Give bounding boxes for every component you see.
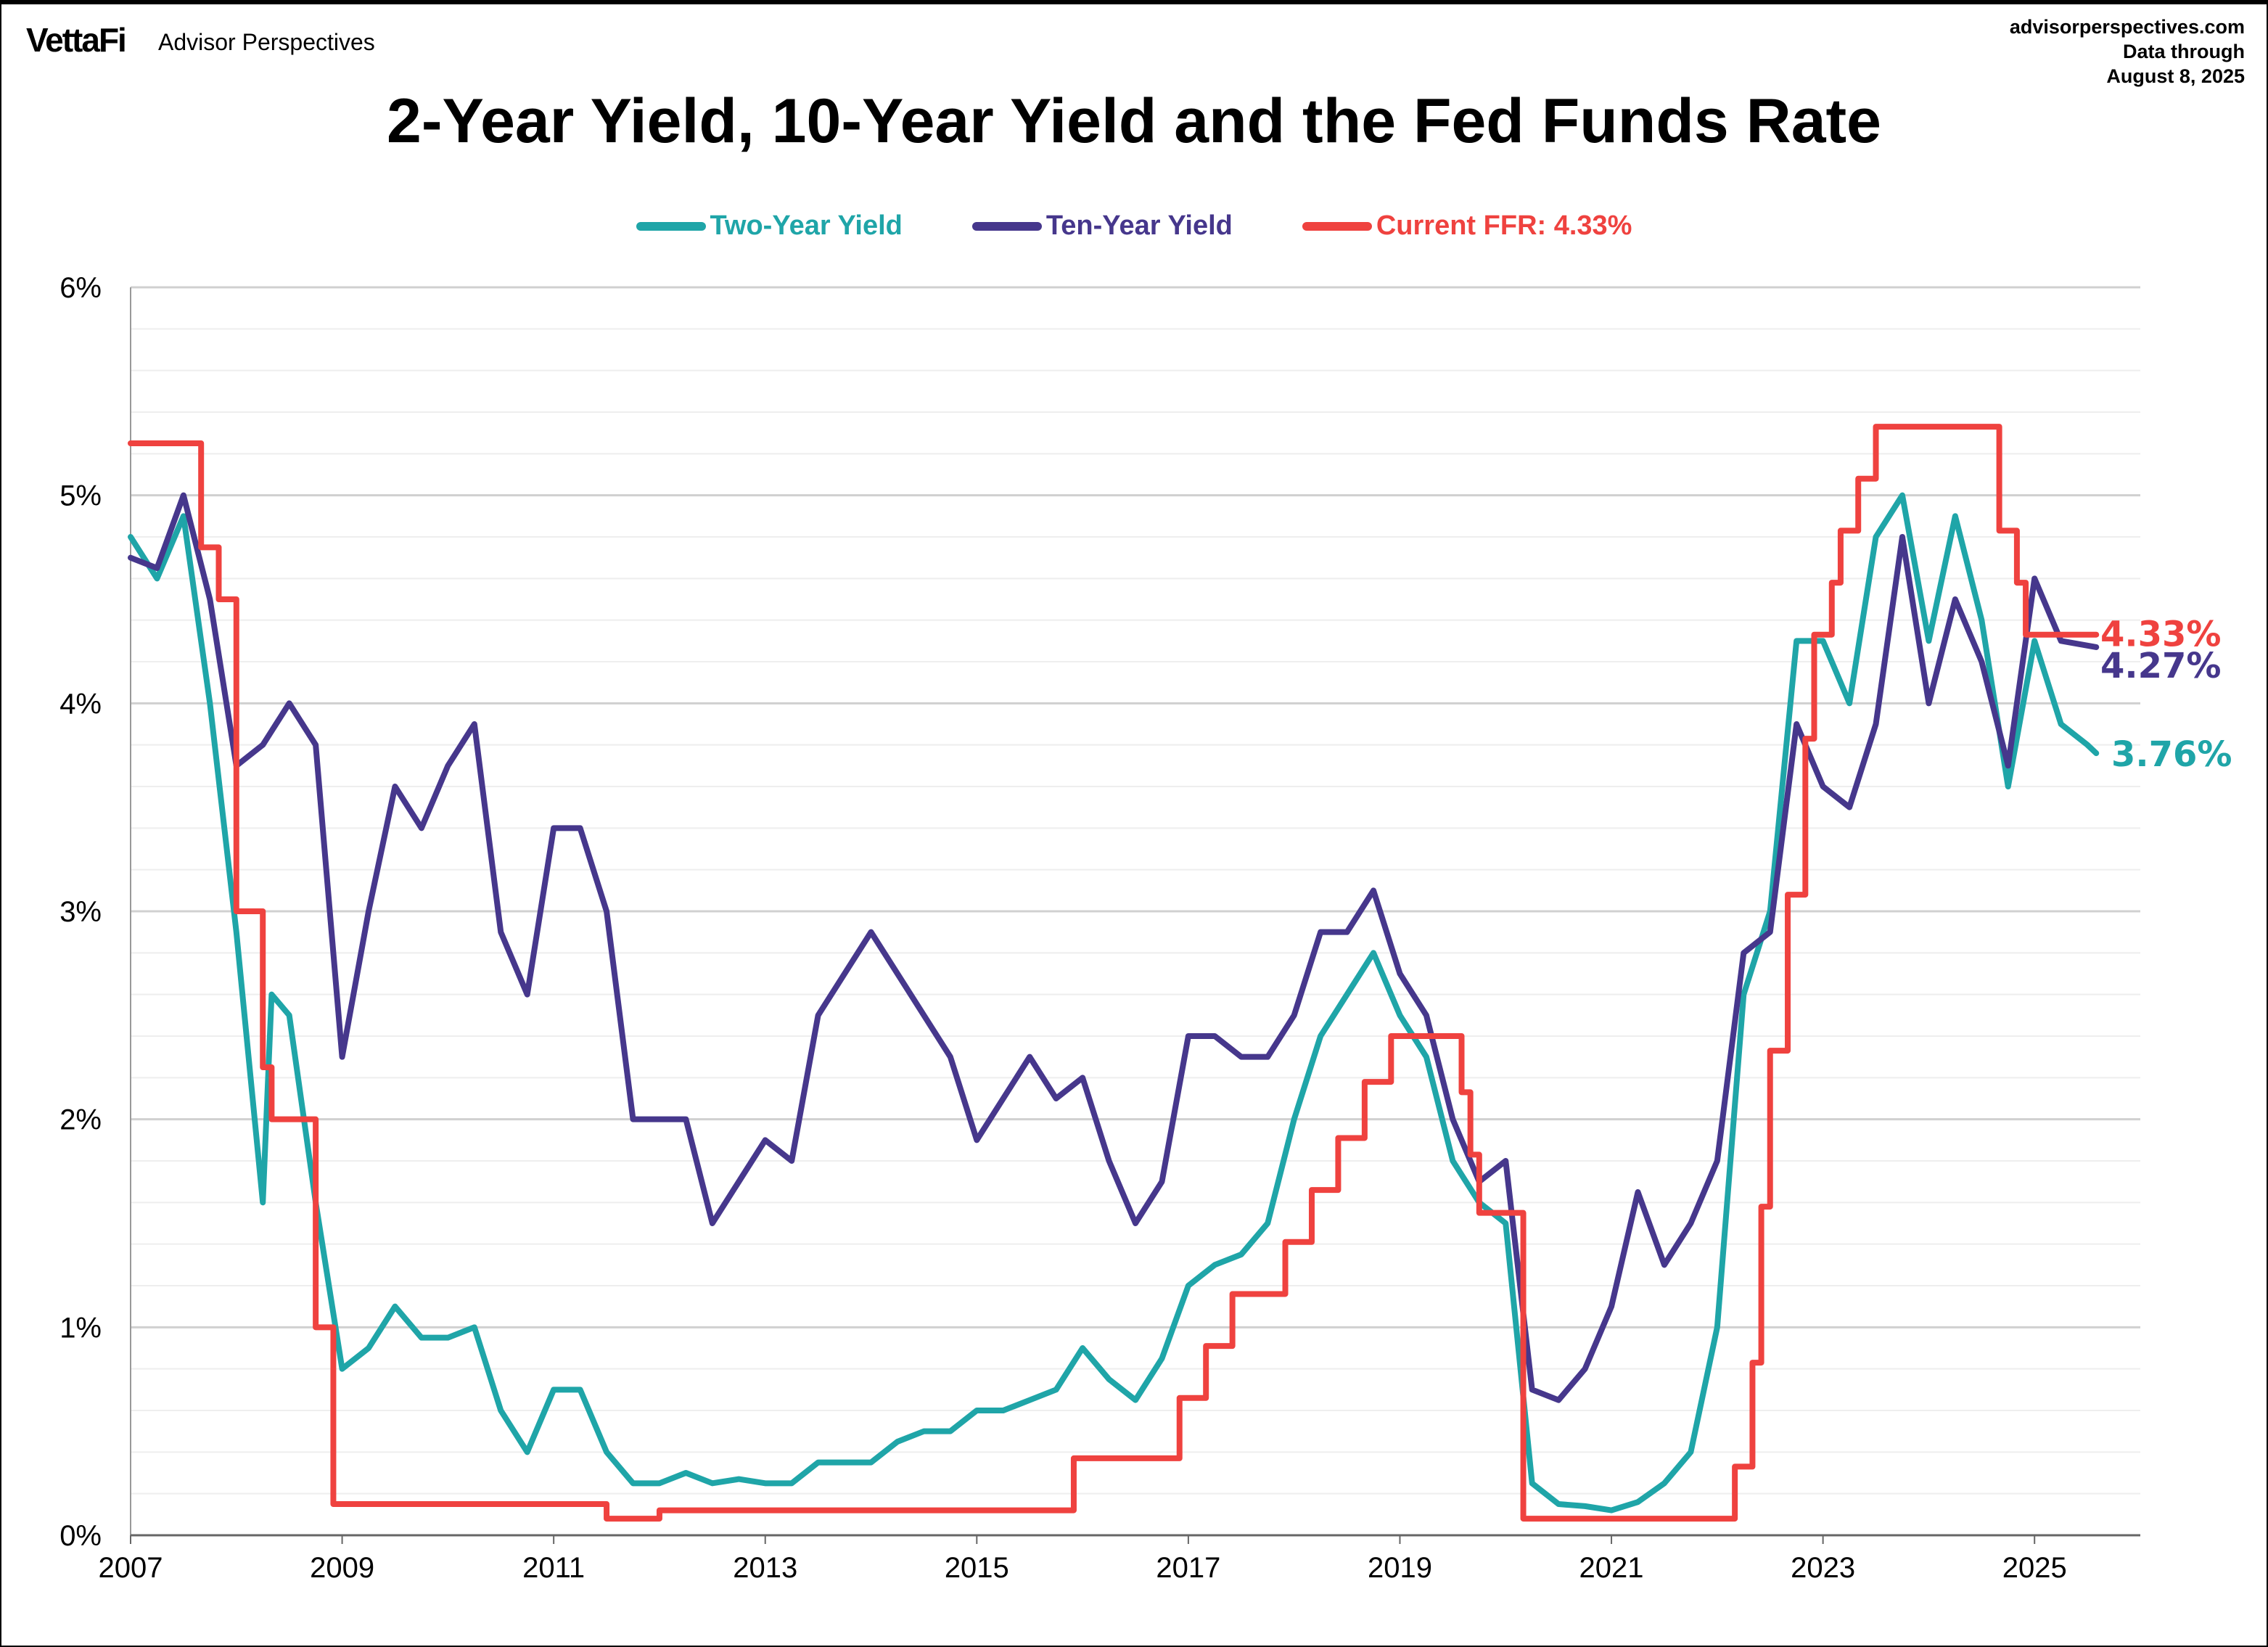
source-info: advisorperspectives.com Data through Aug… bbox=[2010, 15, 2245, 89]
legend-label: Current FFR: 4.33% bbox=[1376, 210, 1632, 241]
series-line-2 bbox=[128, 424, 2100, 1522]
y-tick-label: 1% bbox=[59, 1312, 102, 1344]
legend: Two-Year Yield Ten-Year Yield Current FF… bbox=[0, 210, 2268, 242]
legend-item-ffr: Current FFR: 4.33% bbox=[1302, 210, 1632, 242]
legend-item-ten-year: Ten-Year Yield bbox=[971, 210, 1233, 242]
y-tick-label: 2% bbox=[59, 1104, 102, 1136]
x-tick-label: 2021 bbox=[1579, 1552, 1644, 1584]
end-value-label: 4.33% bbox=[2100, 615, 2222, 655]
legend-item-two-year: Two-Year Yield bbox=[636, 210, 903, 242]
legend-swatch bbox=[1302, 221, 1372, 231]
legend-label: Two-Year Yield bbox=[710, 210, 903, 241]
legend-swatch bbox=[971, 221, 1042, 231]
y-tick-label: 3% bbox=[59, 896, 102, 928]
site-url: advisorperspectives.com bbox=[2009, 16, 2245, 38]
y-tick-label: 5% bbox=[59, 480, 102, 512]
series-line-0 bbox=[128, 492, 2100, 1513]
y-tick-label: 0% bbox=[59, 1520, 102, 1552]
y-tick-label: 4% bbox=[59, 688, 102, 720]
x-tick-label: 2007 bbox=[99, 1552, 163, 1584]
end-value-label: 3.76% bbox=[2111, 734, 2232, 775]
x-tick-label: 2013 bbox=[733, 1552, 797, 1584]
x-tick-label: 2023 bbox=[1791, 1552, 1855, 1584]
data-through-label: Data through bbox=[2123, 41, 2245, 62]
y-tick-label: 6% bbox=[59, 272, 102, 304]
x-tick-label: 2011 bbox=[522, 1552, 585, 1584]
x-tick-label: 2009 bbox=[310, 1552, 374, 1584]
x-tick-label: 2025 bbox=[2002, 1552, 2067, 1584]
data-through-date: August 8, 2025 bbox=[2106, 65, 2245, 87]
x-tick-label: 2015 bbox=[945, 1552, 1009, 1584]
legend-swatch bbox=[636, 221, 706, 231]
vettafi-logo: VettaFi bbox=[26, 21, 127, 59]
end-value-label: 4.27% bbox=[2100, 646, 2222, 686]
x-tick-label: 2017 bbox=[1156, 1552, 1220, 1584]
legend-label: Ten-Year Yield bbox=[1045, 210, 1233, 241]
x-tick-label: 2019 bbox=[1368, 1552, 1432, 1584]
brand-name: Advisor Perspectives bbox=[158, 29, 375, 55]
chart-title: 2-Year Yield, 10-Year Yield and the Fed … bbox=[387, 86, 1881, 156]
series-line-1 bbox=[128, 492, 2100, 1403]
